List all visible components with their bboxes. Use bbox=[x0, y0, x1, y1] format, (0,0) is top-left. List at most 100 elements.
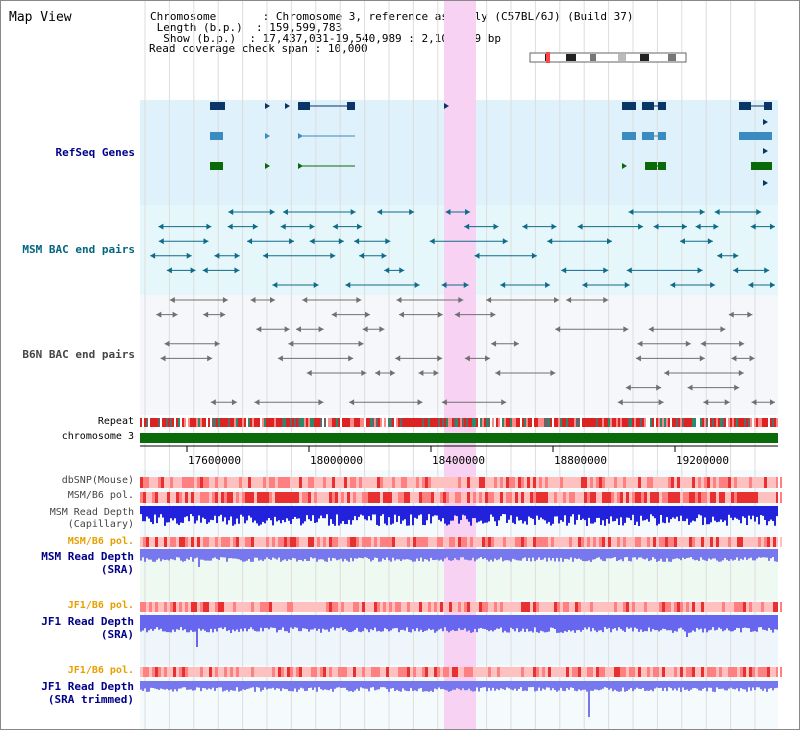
msm-sra-depth-bar bbox=[324, 549, 326, 562]
msm-capillary-depth-bar bbox=[478, 506, 480, 522]
msm-pol-density-cell bbox=[278, 537, 281, 547]
msm-sra-depth-bar bbox=[318, 549, 320, 560]
repeat-segment bbox=[268, 418, 270, 427]
b6n-bac-pair-end bbox=[724, 399, 730, 406]
jf1-pol-density-cell bbox=[521, 602, 524, 612]
jf1-pol-density-cell bbox=[203, 602, 206, 612]
msm-capillary-depth-bar bbox=[340, 506, 342, 524]
dbsnp-density-cell bbox=[380, 477, 383, 488]
jf1-sra-depth-bar bbox=[512, 615, 514, 630]
msm-pol-density-cell bbox=[575, 537, 578, 547]
dbsnp-density-cell bbox=[305, 477, 308, 488]
msm-capillary-depth-bar bbox=[294, 506, 296, 517]
msm-pol-density-cell bbox=[527, 492, 530, 503]
jf1-pol-density-cell bbox=[140, 602, 143, 612]
msm-bac-pair-end bbox=[166, 267, 172, 274]
jf1-pol-density-cell bbox=[476, 602, 479, 612]
msm-capillary-depth-bar bbox=[566, 506, 568, 526]
msm-pol-density-cell bbox=[587, 492, 590, 503]
jf1-pol-density-cell bbox=[575, 667, 578, 677]
repeat-segment bbox=[766, 418, 768, 427]
dbsnp-density-cell bbox=[446, 477, 449, 488]
msm-sra-depth-bar bbox=[666, 549, 668, 559]
msm-pol-density-cell bbox=[671, 537, 674, 547]
msm-pol-density-cell bbox=[356, 537, 359, 547]
msm-pol-density-cell bbox=[566, 537, 569, 547]
jf1-sra-depth-bar bbox=[668, 615, 670, 631]
msm-capillary-depth-bar bbox=[724, 506, 726, 521]
msm-pol-density-cell bbox=[305, 492, 308, 503]
jf1-trimmed-depth-bar bbox=[334, 681, 336, 689]
jf1-pol-density-cell bbox=[209, 667, 212, 677]
msm-sra-depth-bar bbox=[242, 549, 244, 562]
jf1-pol-density-cell bbox=[245, 667, 248, 677]
msm-sra-depth-bar bbox=[438, 549, 440, 561]
jf1-pol-density-cell bbox=[647, 602, 650, 612]
jf1-trimmed-depth-bar bbox=[314, 681, 316, 688]
repeat-segment bbox=[194, 418, 196, 427]
jf1-pol-density-cell bbox=[194, 602, 197, 612]
jf1-pol-density-cell bbox=[731, 602, 734, 612]
dbsnp-density-cell bbox=[461, 477, 464, 488]
repeat-segment bbox=[158, 418, 160, 427]
msm-sra-depth-bar bbox=[366, 549, 368, 558]
msm-pol-density-cell bbox=[329, 492, 332, 503]
jf1-pol-density-cell bbox=[737, 667, 740, 677]
msm-pol-density-cell bbox=[482, 537, 485, 547]
jf1-sra-depth-bar bbox=[248, 615, 250, 630]
dbsnp-density-cell bbox=[683, 477, 686, 488]
msm-capillary-depth-bar bbox=[256, 506, 258, 524]
jf1-pol-density-cell bbox=[440, 667, 443, 677]
jf1-sra-depth-bar bbox=[474, 615, 476, 629]
msm-bac-pair-end bbox=[228, 209, 234, 215]
jf1-trimmed-depth-bar bbox=[712, 681, 714, 692]
msm-sra-depth-bar bbox=[326, 549, 328, 562]
jf1-sra-depth-bar bbox=[262, 615, 264, 632]
dbsnp-density-cell bbox=[725, 477, 728, 488]
jf1-sra-depth-bar bbox=[314, 615, 316, 629]
jf1-trimmed-depth-bar bbox=[484, 681, 486, 688]
repeat-segment bbox=[166, 418, 168, 427]
jf1-pol-density-cell bbox=[743, 602, 746, 612]
jf1-pol-density-cell bbox=[185, 667, 188, 677]
dbsnp-density-cell bbox=[329, 477, 332, 488]
msm-pol-density-cell bbox=[320, 492, 323, 503]
msm-sra-depth-bar bbox=[264, 549, 266, 560]
msm-sra-depth-bar bbox=[208, 549, 210, 561]
b6n-bac-pair-end bbox=[375, 370, 381, 376]
repeat-segment bbox=[226, 418, 228, 427]
msm-pol-density-cell bbox=[599, 492, 602, 503]
jf1-pol-density-cell bbox=[449, 602, 452, 612]
msm-sra-depth-bar bbox=[268, 549, 270, 559]
msm-pol-density-cell bbox=[155, 492, 158, 503]
msm-capillary-depth-bar bbox=[246, 506, 248, 521]
msm-bac-pair-end bbox=[464, 223, 470, 230]
jf1-sra-depth-bar bbox=[488, 615, 490, 632]
jf1-sra-depth-bar bbox=[294, 615, 296, 628]
msm-capillary-depth-bar bbox=[644, 506, 646, 521]
repeat-segment bbox=[300, 418, 302, 427]
jf1-trimmed-depth-bar bbox=[368, 681, 370, 692]
jf1-sra-depth-bar bbox=[744, 615, 746, 628]
jf1-pol-density-cell bbox=[305, 667, 308, 677]
msm-sra-depth-bar bbox=[736, 549, 738, 558]
b6n-bac-pair-end bbox=[770, 399, 775, 406]
msm-capillary-depth-bar bbox=[346, 506, 348, 525]
msm-bac-pair-end bbox=[756, 209, 762, 215]
repeat-segment bbox=[666, 418, 668, 427]
dbsnp-density-cell bbox=[470, 477, 473, 488]
jf1-trimmed-depth-bar bbox=[388, 681, 390, 692]
b6n-bac-pair-end bbox=[555, 326, 561, 333]
jf1-trimmed-depth-bar bbox=[292, 681, 294, 692]
msm-pol-density-cell bbox=[629, 537, 632, 547]
repeat-segment bbox=[384, 418, 386, 427]
dbsnp-density-cell bbox=[665, 477, 668, 488]
dbsnp-density-cell bbox=[728, 477, 731, 488]
msm-capillary-depth-bar bbox=[500, 506, 502, 517]
repeat-segment bbox=[518, 418, 520, 427]
jf1-pol-density-cell bbox=[422, 667, 425, 677]
repeat-segment bbox=[630, 418, 632, 427]
dbsnp-density-cell bbox=[254, 477, 257, 488]
msm-sra-depth-bar bbox=[598, 549, 600, 558]
